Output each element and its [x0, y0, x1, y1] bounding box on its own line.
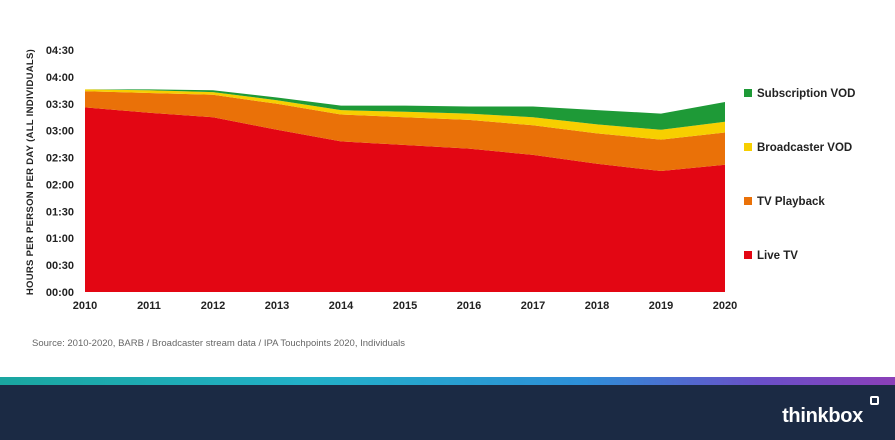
y-tick-label: 03:30 — [46, 99, 74, 111]
y-axis-label: HOURS PER PERSON PER DAY (ALL INDIVIDUAL… — [25, 49, 36, 295]
legend-swatch-subscription-vod — [744, 89, 752, 97]
brand-stripe — [0, 377, 895, 385]
y-axis-ticks: 00:00 00:30 01:00 01:30 02:00 02:30 03:00 03:30… — [46, 45, 74, 299]
y-tick-label: 04:00 — [46, 72, 74, 84]
legend: Subscription VOD Broadcaster VOD TV Playba… — [744, 88, 855, 262]
footer-bar: thinkbox — [0, 385, 895, 440]
x-tick-label: 2014 — [329, 300, 354, 312]
x-tick-label: 2012 — [201, 300, 225, 312]
area-subscription-vod — [85, 89, 725, 130]
brand-mark-icon — [870, 396, 879, 405]
x-axis-ticks: 2010 2011 2012 2013 2014 2015 2016 2017 2018 2019… — [73, 300, 737, 312]
legend-label-broadcaster-vod: Broadcaster VOD — [757, 142, 852, 154]
chart: 00:00 00:30 01:00 01:30 02:00 02:30 03:00 03:30… — [25, 45, 855, 312]
legend-label-subscription-vod: Subscription VOD — [757, 88, 855, 100]
x-tick-label: 2011 — [137, 300, 161, 312]
y-tick-label: 01:30 — [46, 206, 74, 218]
x-tick-label: 2013 — [265, 300, 289, 312]
area-broadcaster-vod — [85, 89, 725, 140]
y-tick-label: 00:30 — [46, 260, 74, 272]
legend-label-tv-playback: TV Playback — [757, 196, 825, 208]
y-tick-label: 04:30 — [46, 45, 74, 57]
x-tick-label: 2016 — [457, 300, 481, 312]
source-note: Source: 2010-2020, BARB / Broadcaster st… — [32, 338, 406, 349]
x-tick-label: 2010 — [73, 300, 97, 312]
area-live-tv — [85, 107, 725, 293]
y-tick-label: 01:00 — [46, 233, 74, 245]
y-tick-label: 02:00 — [46, 179, 74, 191]
legend-swatch-broadcaster-vod — [744, 143, 752, 151]
legend-swatch-tv-playback — [744, 197, 752, 205]
y-tick-label: 00:00 — [46, 287, 74, 299]
x-tick-label: 2019 — [649, 300, 673, 312]
area-tv-playback — [85, 91, 725, 171]
legend-label-live-tv: Live TV — [757, 250, 798, 262]
x-tick-label: 2017 — [521, 300, 545, 312]
chart-areas — [85, 89, 725, 293]
legend-swatch-live-tv — [744, 251, 752, 259]
y-tick-label: 02:30 — [46, 153, 74, 165]
x-tick-label: 2018 — [585, 300, 609, 312]
x-tick-label: 2020 — [713, 300, 737, 312]
x-tick-label: 2015 — [393, 300, 417, 312]
y-tick-label: 03:00 — [46, 126, 74, 138]
brand-logo: thinkbox — [782, 405, 863, 427]
